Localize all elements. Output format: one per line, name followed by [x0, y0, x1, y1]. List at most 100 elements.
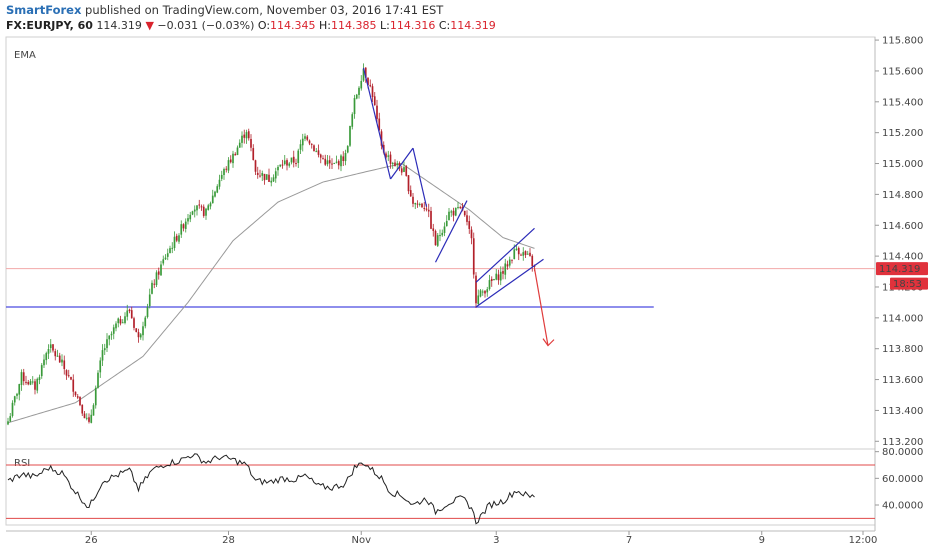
- candle-body: [533, 265, 536, 267]
- candle-body: [326, 160, 329, 165]
- candle-body: [445, 220, 448, 227]
- candle-body: [281, 164, 284, 166]
- candle-body: [432, 228, 435, 231]
- candle-body: [441, 232, 444, 236]
- change-value: −0.031 (−0.03%): [157, 19, 255, 32]
- candle-body: [394, 162, 396, 166]
- candle-body: [182, 224, 185, 229]
- candle-body: [234, 153, 237, 156]
- candle-body: [198, 204, 201, 206]
- candle-body: [241, 135, 243, 143]
- candle-body: [31, 381, 34, 383]
- rsi-indicator-label: RSI: [14, 458, 30, 469]
- candle-body: [76, 396, 79, 398]
- candle-body: [484, 290, 486, 294]
- candle-body: [67, 375, 70, 377]
- candle-body: [292, 156, 295, 163]
- candle-body: [452, 210, 455, 216]
- candle-body: [333, 162, 336, 164]
- projection-arrow[interactable]: [533, 268, 555, 347]
- high-value: 114.385: [331, 19, 377, 32]
- time-tick-label: 7: [626, 535, 632, 546]
- candle-body: [63, 360, 66, 370]
- candle-body: [243, 134, 246, 138]
- candle-body: [391, 162, 394, 164]
- candle-body: [65, 370, 68, 376]
- candle-body: [238, 142, 241, 148]
- candle-body: [250, 138, 252, 148]
- candle-body: [216, 186, 219, 193]
- rsi-tick-label: 40.0000: [882, 501, 923, 512]
- candle-body: [358, 87, 360, 95]
- candle-body: [130, 310, 133, 319]
- candle-body: [526, 253, 529, 255]
- candle-body: [373, 96, 376, 106]
- candle-body: [380, 131, 383, 146]
- candle-body: [310, 143, 313, 145]
- candle-body: [101, 350, 104, 361]
- candle-body: [155, 272, 158, 286]
- candle-body: [211, 195, 214, 204]
- chart-header: SmartForex published on TradingView.com,…: [0, 0, 932, 36]
- candle-body: [223, 169, 225, 176]
- candle-body: [400, 168, 403, 173]
- candle-body: [353, 98, 356, 115]
- ema-series-line: [7, 162, 535, 424]
- pattern-trendline: [362, 67, 392, 180]
- candle-body: [72, 379, 75, 392]
- candle-body: [520, 254, 522, 256]
- candle-body: [34, 381, 36, 390]
- candle-body: [79, 396, 81, 406]
- price-tick-label: 113.800: [882, 344, 923, 355]
- candle-body: [290, 157, 293, 163]
- candle-body: [196, 205, 198, 211]
- candle-body: [70, 376, 72, 380]
- candle-body: [346, 146, 349, 153]
- candle-body: [229, 159, 232, 163]
- candle-body: [376, 105, 378, 119]
- price-tick-label: 115.000: [882, 159, 923, 170]
- author-link[interactable]: SmartForex: [6, 3, 82, 17]
- candle-body: [25, 381, 27, 383]
- candle-body: [61, 359, 63, 363]
- projection-line: [533, 268, 549, 346]
- countdown-badge-text: 18:53: [893, 279, 922, 290]
- candle-body: [133, 318, 135, 328]
- candle-body: [299, 144, 302, 150]
- candle-body: [166, 253, 169, 257]
- candle-body: [18, 384, 21, 395]
- candle-body: [47, 349, 50, 354]
- candle-body: [434, 230, 437, 246]
- price-tick-label: 114.000: [882, 313, 923, 324]
- candle-body: [472, 238, 475, 275]
- candle-body: [364, 67, 367, 78]
- candle-body: [187, 218, 189, 222]
- candle-body: [56, 355, 59, 357]
- candle-body: [27, 381, 30, 385]
- candle-body: [43, 359, 45, 366]
- pattern-trendline: [434, 200, 468, 263]
- candle-body: [506, 264, 509, 267]
- candle-body: [36, 378, 39, 391]
- candle-body: [146, 306, 149, 318]
- candle-body: [128, 309, 131, 312]
- candle-body: [360, 80, 363, 89]
- close-label: C:: [438, 19, 451, 32]
- candle-body: [126, 310, 129, 317]
- candle-body: [272, 177, 275, 182]
- candle-body: [513, 249, 516, 260]
- candle-body: [407, 175, 410, 192]
- last-price-badge: [876, 262, 928, 276]
- price-tick-label: 113.600: [882, 375, 923, 386]
- candle-body: [225, 168, 228, 170]
- price-axis-ticks: 115.800 115.600 115.400 115.200 115.000 114.8…: [875, 36, 923, 448]
- candle-body: [425, 208, 428, 210]
- candle-body: [531, 255, 534, 267]
- candle-body: [110, 333, 113, 336]
- rsi-tick-label: 80.0000: [882, 447, 923, 458]
- pattern-drawings[interactable]: [362, 67, 544, 308]
- candle-body: [97, 372, 99, 388]
- candle-body: [389, 154, 392, 164]
- candle-body: [164, 257, 167, 260]
